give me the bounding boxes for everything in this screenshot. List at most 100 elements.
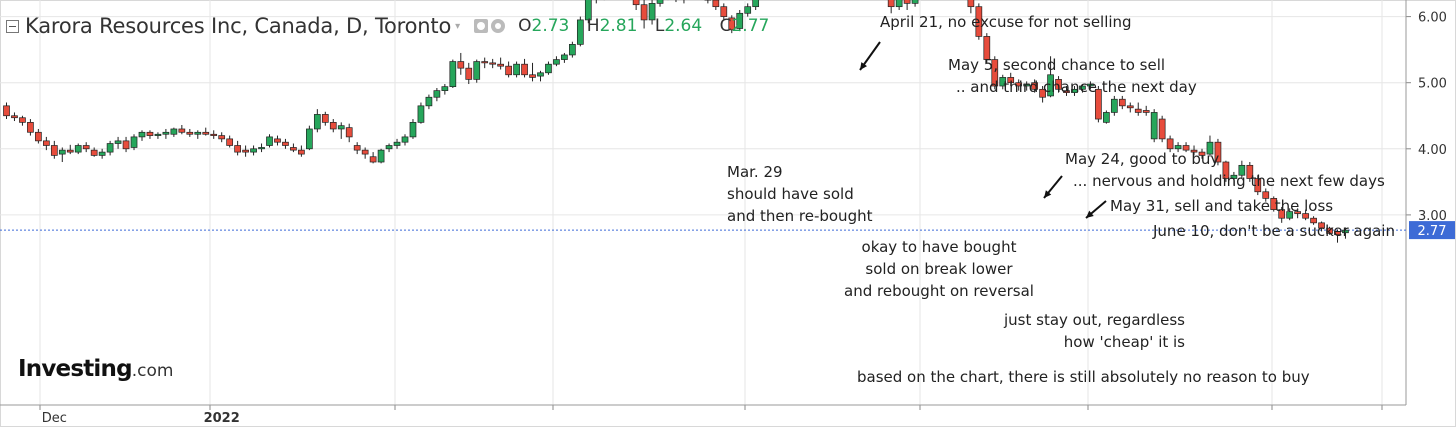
candle-body-up [138, 131, 146, 138]
candle-body-down [728, 17, 736, 31]
chevron-down-icon[interactable]: ▾ [455, 20, 461, 32]
candle-body-down [345, 127, 353, 138]
candle-body-down [90, 149, 98, 156]
candle [313, 109, 321, 133]
candle [1302, 209, 1309, 221]
candle-body-down [42, 140, 50, 146]
annotation-text: May 5, second chance to sell [948, 56, 1165, 74]
candle-body-up [1342, 229, 1349, 234]
collapse-icon[interactable] [6, 19, 19, 33]
candle [1015, 79, 1023, 91]
arrow-head [1086, 210, 1094, 218]
candle [90, 147, 98, 157]
candle-body-down [361, 149, 369, 155]
candle-body-down [465, 67, 473, 80]
candle-body-up [258, 147, 265, 150]
instrument-title[interactable]: Karora Resources Inc, Canada, D, Toronto [25, 14, 452, 38]
candle [258, 143, 265, 153]
current-price-badge [1409, 221, 1455, 240]
candle-body-up [911, 0, 919, 4]
annotation-text: how 'cheap' it is [1064, 333, 1185, 351]
candle-body-up [1110, 98, 1118, 113]
candle-body-down [218, 135, 226, 140]
candle-body-down [1262, 191, 1270, 199]
candle-body-up [1047, 74, 1054, 97]
candle-body-up [569, 44, 576, 56]
candle-body-down [202, 131, 210, 135]
candle [1007, 72, 1015, 87]
candle-body-down [967, 0, 975, 8]
candle-body-down [1310, 217, 1317, 224]
candle-body-up [170, 128, 178, 135]
candle [1270, 196, 1278, 212]
annotation-text: just stay out, regardless [1003, 311, 1185, 329]
candle-body-down [1126, 105, 1134, 109]
candle [409, 119, 417, 139]
candle-body-down [1246, 164, 1254, 179]
candle-body-up [393, 141, 401, 146]
candle-body-up [106, 143, 114, 153]
candle-body-down [1166, 138, 1174, 150]
candle-body-down [521, 63, 528, 76]
candle [513, 61, 520, 78]
candle-body-down [11, 115, 18, 119]
candle [130, 134, 138, 151]
candle [1087, 81, 1094, 90]
candle [290, 143, 297, 153]
candle-body-down [282, 141, 289, 146]
candle-body-down [497, 63, 504, 67]
candle [282, 138, 289, 149]
candle-body-down [975, 6, 983, 37]
candle [648, 0, 656, 25]
candle [321, 111, 329, 126]
annotation-text: and then re-bought [727, 207, 873, 225]
candle-body-up [656, 0, 664, 4]
candle [1158, 115, 1166, 143]
candle [66, 144, 74, 155]
candle-body-down [1302, 213, 1309, 219]
candle [210, 130, 218, 139]
candle-body-down [991, 59, 999, 87]
candle [58, 147, 66, 163]
candle [1039, 86, 1046, 103]
candle [1254, 175, 1262, 196]
candle [1142, 105, 1150, 116]
candle [82, 142, 90, 153]
candle [234, 140, 241, 156]
candle [218, 132, 226, 143]
candle-body-down [887, 0, 895, 8]
candle-body-down [632, 0, 640, 6]
candle [1055, 76, 1062, 93]
gear-icon[interactable] [491, 19, 506, 33]
visibility-icon[interactable] [474, 19, 489, 33]
candle-body-up [58, 149, 66, 155]
candle [369, 152, 377, 164]
candle [433, 87, 441, 102]
candle [42, 136, 50, 151]
candle [975, 3, 983, 40]
candle-body-down [1278, 209, 1286, 219]
candle [385, 143, 393, 153]
annotation-text: ... nervous and holding the next few day… [1073, 172, 1385, 190]
candle [1246, 162, 1254, 182]
candle [744, 3, 752, 17]
candle-body-down [1118, 98, 1126, 107]
candle-body-up [553, 59, 560, 65]
candle-body-up [1087, 83, 1094, 87]
candle [736, 9, 744, 32]
annotation-text: April 21, no excuse for not selling [880, 13, 1132, 31]
candle [1214, 138, 1222, 166]
candle [170, 127, 178, 137]
candle-body-down [1134, 108, 1142, 113]
candle-body-down [274, 138, 281, 143]
candle-body-down [1334, 231, 1341, 236]
candle-body-down [35, 131, 42, 142]
candle [1310, 216, 1317, 225]
candle-body-down [19, 117, 26, 123]
candle [1023, 81, 1031, 91]
candle [274, 135, 281, 146]
annotation-text: .. and third chance the next day [956, 78, 1197, 96]
candle [441, 84, 449, 95]
candle [154, 132, 162, 139]
